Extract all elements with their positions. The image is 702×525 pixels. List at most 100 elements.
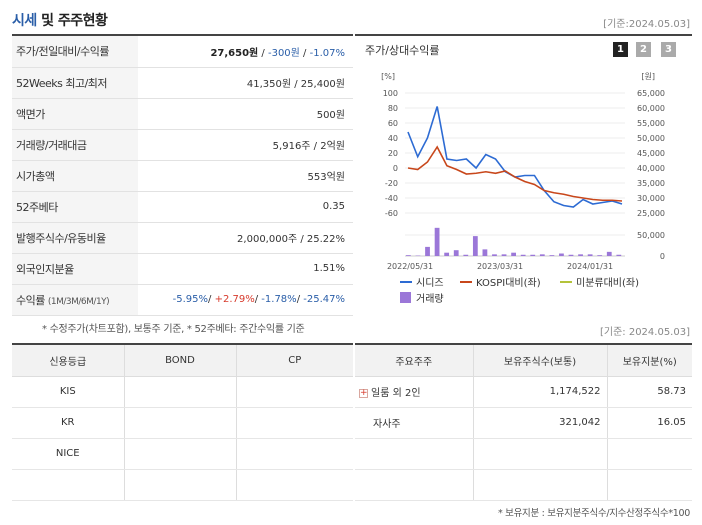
row-label: 주가/전일대비/수익률: [12, 36, 138, 68]
table-header-row: 주요주주 보유주식수(보통) 보유지분(%): [355, 345, 692, 377]
footnote: * 수정주가(차트포함), 보통주 기준, * 52주베타: 주간수익률 기준: [42, 324, 305, 335]
row-value: 1.51%: [138, 253, 353, 285]
volume-bar: [549, 255, 555, 256]
right-tick-label: 60,000: [637, 104, 665, 113]
left-axis-unit: [%]: [381, 72, 395, 81]
right-tick-label: 35,000: [637, 179, 665, 188]
volume-tick-label: 0: [660, 252, 665, 261]
row-value: 553억원: [138, 160, 353, 192]
divider: [12, 34, 353, 36]
left-tick-label: -60: [385, 209, 398, 218]
chart-title: 주가/상대수익률: [365, 44, 440, 57]
reference-date: [기준:2024.05.03]: [603, 19, 690, 30]
legend-label: 시디즈: [416, 277, 444, 289]
right-axis-ticks: [원] 65,000 60,000 55,000 50,000 45,000 40,000 3…: [637, 72, 665, 261]
table-row: + 일룸 외 2인 1,174,522 58.73: [355, 376, 692, 408]
row-value: 41,350원 / 25,400원: [138, 67, 353, 99]
table-row: [12, 469, 353, 501]
percent-value: 58.73: [606, 376, 692, 408]
volume-bar: [511, 252, 516, 256]
table-row: [355, 469, 692, 501]
right-tick-label: 45,000: [637, 149, 665, 158]
row-value: 0.35: [138, 191, 353, 223]
table-row: 시가총액 553억원: [12, 160, 353, 192]
table-row: 발행주식수/유동비율 2,000,000주 / 25.22%: [12, 222, 353, 254]
shares-value: 321,042: [472, 407, 607, 439]
table-row: NICE: [12, 438, 353, 470]
volume-bar: [463, 254, 469, 256]
volume-bar: [530, 254, 536, 256]
volume-bar: [482, 249, 488, 256]
legend-label: KOSPI대비(좌): [476, 277, 541, 289]
column-header: 신용등급: [12, 345, 124, 377]
volume-bar: [425, 246, 430, 256]
chart-page-3-button[interactable]: 3: [661, 42, 676, 57]
footnote: * 보유지분 : 보유지분주식수/지수산정주식수*100: [497, 508, 690, 519]
volume-bar: [472, 236, 478, 256]
left-tick-label: 80: [388, 104, 398, 113]
right-tick-label: 55,000: [637, 119, 665, 128]
column-header: 주요주주: [355, 345, 473, 377]
series-line: [407, 145, 623, 202]
column-header: BOND: [123, 345, 236, 377]
table-row: KIS: [12, 376, 353, 408]
row-label: 52Weeks 최고/최저: [12, 67, 138, 99]
x-tick-label: 2024/01/31: [567, 262, 613, 271]
volume-bar: [501, 254, 507, 256]
row-label: 52주베타: [12, 191, 138, 223]
column-header: 보유주식수(보통): [472, 345, 607, 377]
left-tick-label: -40: [385, 194, 398, 203]
volume-bar: [559, 253, 564, 256]
chart-legend: 시디즈 KOSPI대비(좌) 미분류대비(좌) 거래량: [400, 277, 639, 305]
table-row: 수익률 (1M/3M/6M/1Y) -5.95%/ +2.79%/ -1.78%…: [12, 284, 353, 316]
x-tick-label: 2022/05/31: [387, 262, 433, 271]
x-axis-labels: 2022/05/31 2023/03/31 2024/01/31: [387, 262, 613, 271]
return-values: -5.95%/ +2.79%/ -1.78%/ -25.47%: [138, 284, 353, 316]
column-header: 보유지분(%): [606, 345, 692, 377]
expand-icon[interactable]: +: [359, 387, 368, 398]
shareholder-name: 일룸 외 2인: [371, 388, 421, 399]
volume-tick-label: 50,000: [637, 231, 665, 240]
right-tick-label: 50,000: [637, 134, 665, 143]
volume-bar: [444, 252, 450, 256]
row-label: 액면가: [12, 98, 138, 130]
left-tick-label: -20: [385, 179, 398, 188]
percent-value: 16.05: [606, 407, 692, 439]
volume-bar: [434, 227, 440, 256]
divider: [355, 34, 692, 36]
row-value: 5,916주 / 2억원: [138, 129, 353, 161]
right-tick-label: 25,000: [637, 209, 665, 218]
left-tick-label: 0: [393, 164, 398, 173]
row-label: 발행주식수/유동비율: [12, 222, 138, 254]
chart-page-2-button[interactable]: 2: [636, 42, 651, 57]
table-row: 자사주 321,042 16.05: [355, 407, 692, 439]
price-info-table: 주가/전일대비/수익률 27,650원 / -300원 / -1.07% 52W…: [12, 36, 353, 316]
reference-date: [기준: 2024.05.03]: [599, 327, 690, 338]
column-header: CP: [235, 345, 353, 377]
table-row: 52주베타 0.35: [12, 191, 353, 223]
page-title: 시세 및 주주현황: [12, 13, 108, 29]
left-tick-label: 60: [388, 119, 398, 128]
right-tick-label: 65,000: [637, 89, 665, 98]
legend-label: 거래량: [416, 293, 444, 305]
current-price: 27,650원: [210, 47, 259, 59]
divider: [355, 343, 692, 345]
price-change-rate: -1.07%: [309, 47, 345, 59]
table-row: [355, 438, 692, 470]
table-row: 거래량/거래대금 5,916주 / 2억원: [12, 129, 353, 161]
volume-bar: [406, 255, 411, 256]
price-change: -300원: [267, 47, 300, 59]
volume-bar: [539, 254, 545, 256]
chart-page-1-button[interactable]: 1: [613, 42, 628, 57]
volume-bars: [406, 227, 622, 256]
row-label: 시가총액: [12, 160, 138, 192]
volume-bar: [568, 254, 574, 256]
table-row: 52Weeks 최고/최저 41,350원 / 25,400원: [12, 67, 353, 99]
stock-chart: [%] 100 80 60 40 20 0 -20 -40 -60 [원] 65,000 60,000…: [381, 72, 665, 305]
row-value: 500원: [138, 98, 353, 130]
row-label: 외국인지분율: [12, 253, 138, 285]
legend-label: 미분류대비(좌): [576, 277, 639, 289]
left-tick-label: 40: [388, 134, 398, 143]
row-label: 거래량/거래대금: [12, 129, 138, 161]
table-row: 주가/전일대비/수익률 27,650원 / -300원 / -1.07%: [12, 36, 353, 68]
